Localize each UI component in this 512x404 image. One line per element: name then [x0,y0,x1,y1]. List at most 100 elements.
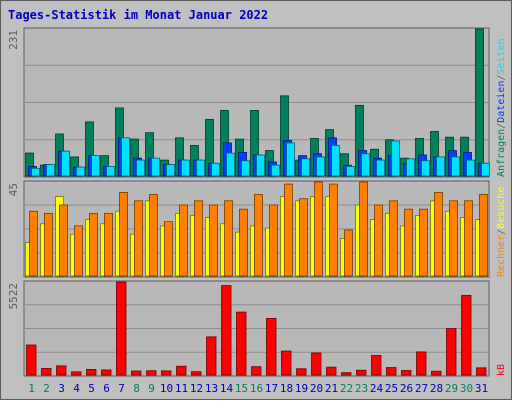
legend-item: Dateien [496,81,507,123]
bar-rechner-day-24 [374,204,383,277]
bar-rechner-day-23 [359,181,368,277]
x-axis-day-labels: 1 2 3 4 5 6 7 8 9 10 11 12 13 14 15 16 17 18 19 20 21 22 23 24 2… [28,382,488,395]
legend-item: kB [496,364,507,376]
bar-seiten-day-14 [226,152,235,177]
x-tick-label-day-4: 4 [73,382,80,395]
bar-kb-day-7 [116,281,127,376]
legend-hits: Anfragen/Dateien/Seiten [496,38,507,177]
bar-rechner-day-8 [134,200,143,277]
legend-visits: Rechner/Besuche [496,187,507,277]
legend-item: / [496,123,507,129]
x-tick-label-day-3: 3 [58,382,65,395]
bar-seiten-day-2 [46,164,55,177]
legend-item: Besuche [496,187,507,229]
bar-seiten-day-30 [466,159,475,177]
bar-rechner-day-25 [389,200,398,277]
bar-seiten-day-24 [376,159,385,177]
bar-rechner-day-19 [299,198,308,277]
legend-item: / [496,75,507,81]
bar-rechner-day-7 [119,192,128,277]
x-tick-label-day-5: 5 [88,382,95,395]
bar-rechner-day-27 [419,208,428,277]
bar-kb-day-24 [371,355,382,376]
bar-rechner-day-20 [314,181,323,277]
bar-rechner-day-2 [44,212,53,277]
bar-seiten-day-25 [391,140,400,177]
x-tick-label-day-27: 27 [415,382,428,395]
bar-kb-day-4 [71,371,82,376]
bar-seiten-day-22 [346,166,355,177]
panel-hits: 231 Anfragen/Dateien/Seiten [7,27,507,178]
bar-rechner-day-18 [284,183,293,277]
bar-seiten-day-9 [151,157,160,177]
panel-visits: 45 Rechner/Besuche [7,180,507,278]
x-tick-label-day-21: 21 [325,382,338,395]
bar-rechner-day-14 [224,200,233,277]
bar-kb-day-16 [251,366,262,376]
bar-rechner-day-31 [479,194,488,277]
bar-seiten-day-12 [196,159,205,177]
bar-kb-day-1 [26,344,37,376]
bar-seiten-day-1 [31,167,40,177]
x-tick-label-day-13: 13 [205,382,218,395]
chart-panels: 231Anfragen/Dateien/Seiten45Rechner/Besu… [7,27,507,377]
bar-kb-day-3 [56,365,67,376]
bar-seiten-day-19 [301,158,310,177]
bar-seiten-day-6 [106,166,115,177]
bar-rechner-day-28 [434,192,443,277]
legend-item: Rechner [496,235,507,277]
bar-seiten-day-3 [61,150,70,177]
x-tick-label-day-14: 14 [220,382,234,395]
bar-seiten-day-15 [241,160,250,177]
bar-seiten-day-29 [451,156,460,177]
bar-rechner-day-17 [269,204,278,277]
x-tick-label-day-28: 28 [430,382,443,395]
y-max-label-visits: 45 [7,183,20,196]
bar-rechner-day-26 [404,208,413,277]
bar-seiten-day-7 [121,137,130,177]
x-tick-label-day-23: 23 [355,382,368,395]
bar-rechner-day-6 [104,212,113,277]
x-tick-label-day-18: 18 [280,382,293,395]
bar-seiten-day-10 [166,164,175,177]
bar-kb-day-26 [401,370,412,376]
bar-kb-day-20 [311,352,322,376]
bar-seiten-day-21 [331,145,340,177]
bar-seiten-day-4 [76,166,85,177]
bar-seiten-day-17 [271,164,280,177]
bar-kb-day-22 [341,372,352,376]
bar-kb-day-11 [176,365,187,376]
x-tick-label-day-7: 7 [118,382,125,395]
x-tick-label-day-31: 31 [475,382,488,395]
bar-rechner-day-22 [344,229,353,277]
bar-kb-day-19 [296,368,307,376]
bar-rechner-day-16 [254,194,263,277]
legend-item: Seiten [496,38,507,74]
x-tick-label-day-24: 24 [370,382,384,395]
x-tick-label-day-6: 6 [103,382,110,395]
x-tick-label-day-11: 11 [175,382,188,395]
bar-kb-day-13 [206,336,217,376]
bar-rechner-day-5 [89,212,98,277]
bar-seiten-day-27 [421,160,430,177]
bar-kb-day-14 [221,285,232,376]
bar-rechner-day-30 [464,200,473,277]
bar-kb-day-27 [416,351,427,376]
bar-kb-day-10 [161,370,172,376]
panel-volume: 5522 kB [7,280,507,377]
bar-kb-day-17 [266,318,277,376]
bar-kb-day-30 [461,294,472,376]
x-tick-label-day-12: 12 [190,382,203,395]
bar-kb-day-8 [131,370,142,376]
y-max-label-hits: 231 [7,30,20,50]
bar-rechner-day-1 [29,210,38,277]
x-tick-label-day-16: 16 [250,382,263,395]
bar-seiten-day-26 [406,158,415,177]
bar-rechner-day-4 [74,225,83,277]
bar-rechner-day-21 [329,183,338,277]
bar-anfragen-day-31 [475,28,484,177]
bar-seiten-day-5 [91,155,100,177]
x-tick-label-day-2: 2 [43,382,50,395]
